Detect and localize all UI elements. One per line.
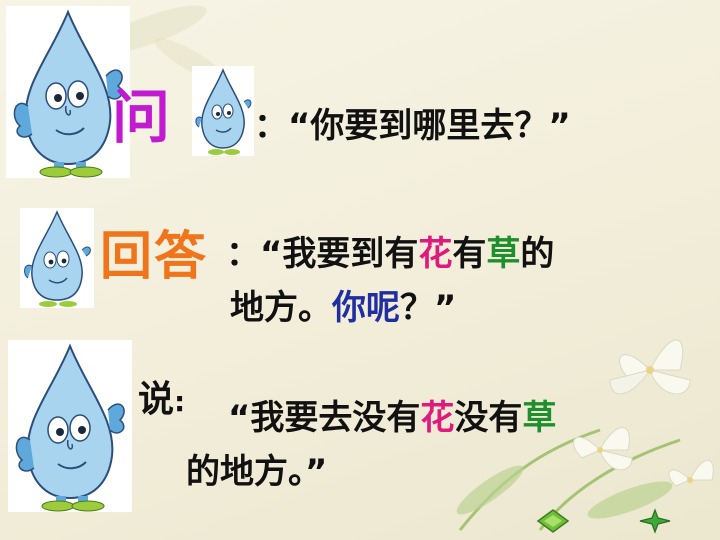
row3-line2: 的地方。”: [186, 444, 327, 493]
water-drop-mascot-icon: [8, 340, 132, 512]
water-drop-mascot-icon: [6, 6, 130, 178]
row3-mid: 没有: [454, 398, 523, 438]
label-wen: 问: [112, 83, 171, 151]
water-drop-mascot-icon: [192, 66, 254, 156]
nav-back-icon: [536, 509, 570, 533]
row3-colon: :: [174, 385, 186, 418]
row2-line2: 地方。你呢？”: [230, 280, 456, 329]
row2-line2-a: 地方。: [230, 288, 332, 328]
row2-line1: ：“我要到有花有草的: [226, 226, 554, 275]
row2-flower: 花: [418, 234, 453, 274]
label-shuo: 说:: [138, 370, 185, 422]
row1-quote-line: ：“你要到哪里去？”: [254, 98, 571, 147]
label-huida: 回答: [100, 227, 209, 287]
nav-back-button[interactable]: [536, 508, 570, 534]
row1-quote: “你要到哪里去？”: [288, 106, 571, 146]
row3-line1: “我要去没有花没有草: [228, 390, 556, 439]
lily-flowers-icon: [456, 339, 714, 531]
row2-colon: ：: [226, 234, 260, 274]
row1-colon: ：: [254, 106, 288, 146]
row2-line2-c: ？”: [400, 288, 457, 328]
row2-grass: 草: [486, 234, 521, 274]
nav-forward-icon: [639, 508, 671, 534]
water-drop-mascot-icon: [20, 208, 94, 308]
nav-forward-button[interactable]: [638, 508, 672, 534]
row3-line2-text: 的地方。”: [186, 452, 328, 492]
row3-flower: 花: [420, 398, 455, 438]
row2-ni-ne: 你呢: [332, 288, 400, 328]
row3-q-open: “我要去没有: [228, 398, 421, 438]
row2-q-open: “我要到有: [260, 234, 419, 274]
row2-tail: 的: [520, 234, 555, 274]
row2-mid: 有: [452, 234, 487, 274]
row3-grass: 草: [522, 398, 557, 438]
label-shuo-text: 说: [138, 379, 175, 420]
